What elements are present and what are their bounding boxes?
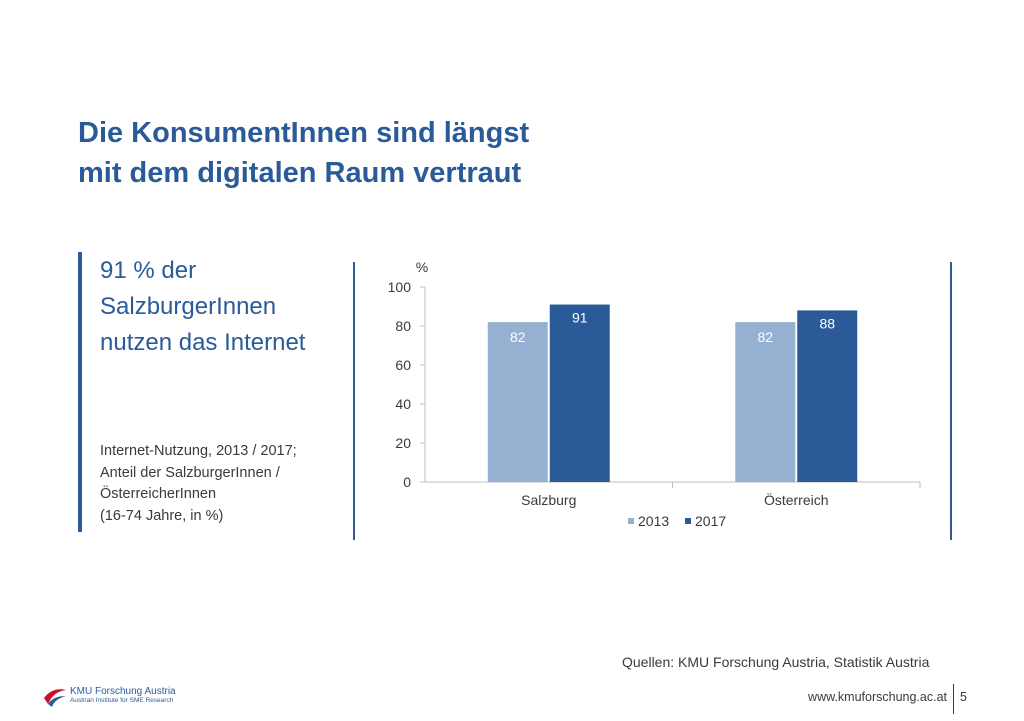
y-tick-label: 100 xyxy=(388,279,412,295)
y-tick-label: 40 xyxy=(395,396,411,412)
bar-2017-0 xyxy=(549,304,610,482)
page-number: 5 xyxy=(960,690,967,704)
y-axis-unit-label: % xyxy=(416,259,428,275)
description-line-3: ÖsterreicherInnen xyxy=(100,486,217,502)
legend-swatch-2017 xyxy=(685,518,691,524)
left-accent-bar xyxy=(78,252,82,532)
slide-title-line-2: mit dem digitalen Raum vertraut xyxy=(78,157,522,189)
source-note: Quellen: KMU Forschung Austria, Statisti… xyxy=(622,654,930,670)
logo-subtitle: Austrian Institute for SME Research xyxy=(70,697,174,704)
logo-swoosh-icon xyxy=(44,689,66,707)
legend-label: 2013 xyxy=(638,513,669,529)
chart-description: Internet-Nutzung, 2013 / 2017; Anteil de… xyxy=(100,441,340,527)
description-line-2: Anteil der SalzburgerInnen / xyxy=(100,464,280,481)
data-label: 91 xyxy=(572,310,588,326)
slide-title: Die KonsumentInnen sind längst mit dem d… xyxy=(78,113,529,193)
chart-left-divider xyxy=(353,262,355,540)
data-label: 82 xyxy=(510,329,526,345)
x-category-label: Österreich xyxy=(764,491,829,508)
kmu-logo: KMU Forschung Austria Austrian Institute… xyxy=(42,684,182,710)
key-finding-headline: 91 % der SalzburgerInnen nutzen das Inte… xyxy=(100,257,306,356)
legend-label: 2017 xyxy=(695,513,726,529)
description-line-1: Internet-Nutzung, 2013 / 2017; xyxy=(100,443,297,459)
y-tick-label: 80 xyxy=(395,318,411,334)
y-tick-label: 20 xyxy=(395,435,411,451)
chart-right-divider xyxy=(950,262,952,540)
description-line-4: (16-74 Jahre, in %) xyxy=(100,507,224,524)
bar-2013-0 xyxy=(487,322,548,482)
y-tick-label: 0 xyxy=(403,474,411,490)
data-label: 88 xyxy=(819,315,835,331)
legend-swatch-2013 xyxy=(628,518,634,524)
data-label: 82 xyxy=(757,329,773,345)
footer-divider xyxy=(953,684,954,714)
x-category-label: Salzburg xyxy=(521,492,576,508)
bar-2013-1 xyxy=(735,322,796,482)
slide-title-line-1: Die KonsumentInnen sind längst xyxy=(78,117,530,149)
y-tick-label: 60 xyxy=(395,357,411,373)
logo-name: KMU Forschung Austria xyxy=(70,686,176,697)
footer-url[interactable]: www.kmuforschung.ac.at xyxy=(808,690,947,704)
internet-usage-bar-chart: 0 20 40 60 80 100% 82 91 Salzburg 82 88 Österreich 2… xyxy=(388,259,921,529)
bar-2017-1 xyxy=(797,310,858,482)
